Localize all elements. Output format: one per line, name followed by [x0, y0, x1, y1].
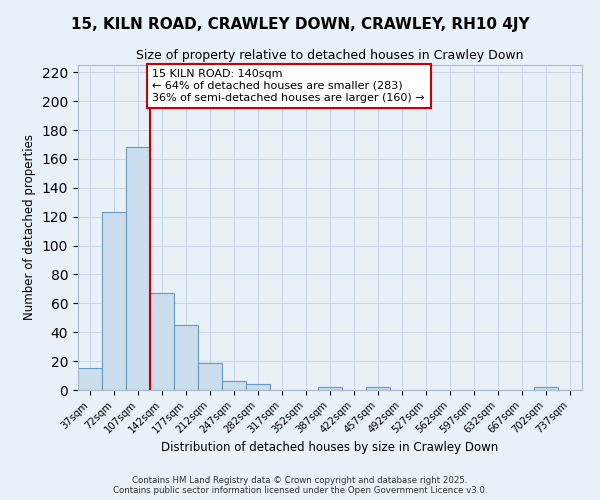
- Text: Contains HM Land Registry data © Crown copyright and database right 2025.
Contai: Contains HM Land Registry data © Crown c…: [113, 476, 487, 495]
- Bar: [102, 212, 126, 390]
- Bar: [318, 387, 342, 390]
- Text: 15 KILN ROAD: 140sqm
← 64% of detached houses are smaller (283)
36% of semi-deta: 15 KILN ROAD: 140sqm ← 64% of detached h…: [152, 70, 425, 102]
- Text: 15, KILN ROAD, CRAWLEY DOWN, CRAWLEY, RH10 4JY: 15, KILN ROAD, CRAWLEY DOWN, CRAWLEY, RH…: [71, 18, 529, 32]
- Bar: [174, 325, 198, 390]
- X-axis label: Distribution of detached houses by size in Crawley Down: Distribution of detached houses by size …: [161, 441, 499, 454]
- Bar: [150, 293, 174, 390]
- Bar: [534, 387, 558, 390]
- Y-axis label: Number of detached properties: Number of detached properties: [23, 134, 36, 320]
- Bar: [126, 148, 150, 390]
- Title: Size of property relative to detached houses in Crawley Down: Size of property relative to detached ho…: [136, 50, 524, 62]
- Bar: [78, 368, 102, 390]
- Bar: [366, 387, 390, 390]
- Bar: [246, 384, 270, 390]
- Bar: [198, 362, 222, 390]
- Bar: [222, 382, 246, 390]
